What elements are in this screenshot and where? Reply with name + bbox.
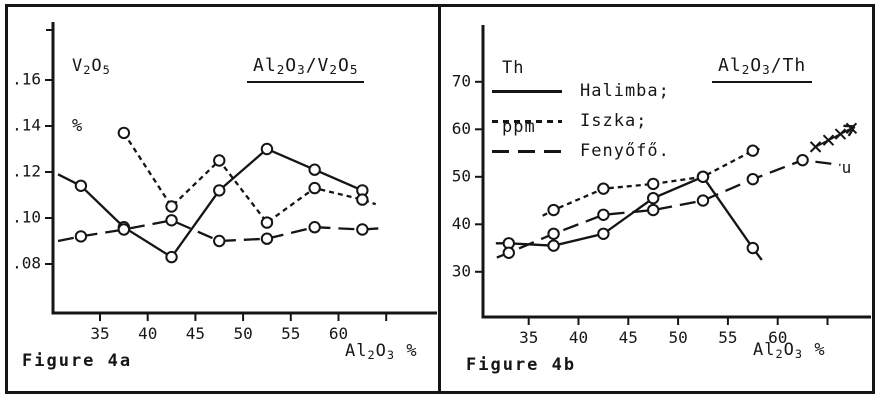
svg-text:45: 45 bbox=[186, 324, 205, 343]
svg-text:50: 50 bbox=[452, 166, 471, 185]
figure-caption-a: Figure 4a bbox=[22, 351, 133, 371]
svg-text:40: 40 bbox=[138, 324, 157, 343]
svg-text:55: 55 bbox=[718, 328, 737, 347]
x-axis-label-b: Al2O3 % bbox=[753, 340, 826, 361]
legend-row-iszka: Iszka; bbox=[492, 106, 670, 136]
svg-text:u: u bbox=[842, 158, 852, 177]
legend-label-iszka: Iszka; bbox=[580, 111, 648, 131]
figure-caption-b: Figure 4b bbox=[466, 355, 577, 375]
chart-title-b: Al2O3/Th bbox=[712, 55, 813, 83]
svg-text:.14: .14 bbox=[12, 116, 41, 135]
svg-text:60: 60 bbox=[452, 119, 471, 138]
svg-text:.12: .12 bbox=[12, 162, 41, 181]
svg-text:.16: .16 bbox=[12, 70, 41, 89]
dashed-line-swatch-icon bbox=[492, 119, 562, 123]
svg-text:70: 70 bbox=[452, 71, 471, 90]
y-axis-label-a-unit: % bbox=[72, 115, 84, 136]
legend-row-halimba: Halimba; bbox=[492, 76, 670, 106]
solid-line-swatch-icon bbox=[492, 89, 562, 93]
svg-text:35: 35 bbox=[90, 324, 109, 343]
legend-row-fenyofo: Fenyőfő. bbox=[492, 136, 670, 166]
svg-text:35: 35 bbox=[519, 328, 538, 347]
svg-text:40: 40 bbox=[569, 328, 588, 347]
legend: Halimba; Iszka; Fenyőfő. bbox=[492, 76, 670, 166]
svg-text:30: 30 bbox=[452, 261, 471, 280]
svg-text:50: 50 bbox=[668, 328, 687, 347]
svg-text:45: 45 bbox=[619, 328, 638, 347]
panel-divider bbox=[438, 4, 441, 391]
svg-text:50: 50 bbox=[233, 324, 252, 343]
chart-title-a: Al2O3/V2O5 bbox=[247, 55, 365, 83]
x-axis-label-a: Al2O3 % bbox=[345, 341, 418, 362]
legend-label-halimba: Halimba; bbox=[580, 81, 670, 101]
y-axis-label-a-formula: V2O5 bbox=[72, 56, 111, 78]
svg-text:60: 60 bbox=[768, 328, 787, 347]
legend-label-fenyofo: Fenyőfő. bbox=[580, 141, 670, 161]
longdash-line-swatch-icon bbox=[492, 149, 562, 153]
y-axis-label-b-formula: Th bbox=[502, 58, 525, 79]
y-axis-label-a: V2O5 % bbox=[72, 18, 117, 175]
svg-text:40: 40 bbox=[452, 214, 471, 233]
svg-text:55: 55 bbox=[281, 324, 300, 343]
svg-text:.10: .10 bbox=[12, 208, 41, 227]
svg-text:.08: .08 bbox=[12, 254, 41, 273]
svg-text:60: 60 bbox=[329, 324, 348, 343]
